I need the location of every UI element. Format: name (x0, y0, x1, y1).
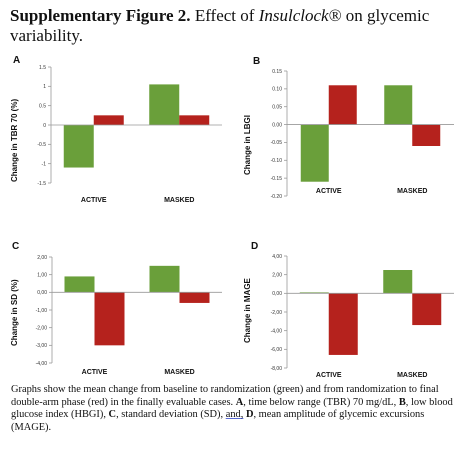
bar (149, 84, 180, 125)
y-tick-label: -4,00 (271, 328, 283, 334)
panel-d-chart: -8,00 -6,00 -4,00 -2,00 0,00 2,00 4,00 ACTIVE MA… (271, 254, 454, 379)
y-tick-label: -0.05 (271, 140, 283, 146)
chart-panel-c: C Change in SD (%) -4,00 -3,00 -2,00 -1,00 0… (8, 238, 230, 378)
bar (300, 124, 329, 182)
title-text-after: on glycemic variability. (10, 6, 430, 45)
bar (64, 276, 95, 293)
y-tick-label: 1,00 (37, 272, 47, 278)
title-product-name: Insulclock® (258, 6, 342, 25)
chart-panel-d: D Change in MAGE -8,00 -6,00 -4,00 -2,00 0,0… (240, 238, 462, 383)
y-tick-label: -1 (42, 161, 47, 167)
x-category-label: ACTIVE (316, 188, 342, 195)
x-category-label: MASKED (164, 197, 194, 204)
panel-c-letter: C (12, 241, 20, 252)
y-tick-label: -1,00 (36, 308, 48, 314)
x-category-label: ACTIVE (316, 372, 342, 379)
bar (384, 85, 413, 125)
panel-a-chart: -1.5 -1 -0.5 0 0.5 1 1.5 ACTIVE MASKED (37, 65, 222, 204)
chart-panel-b: B Change in LBGI -0.20 -0.15 -0.10 -0.05 0.0… (240, 55, 462, 205)
caption-letter-c: C (108, 409, 117, 421)
figure-title: Supplementary Figure 2. Effect of Insulc… (10, 6, 460, 46)
y-tick-label: 0.05 (272, 105, 282, 111)
caption-part: , time below range (TBR) 70 mg/dL, (243, 396, 399, 408)
caption-part: , standard deviation (SD), (116, 409, 226, 421)
bar (93, 115, 124, 125)
y-tick-label: -4,00 (36, 361, 48, 367)
y-tick-label: 1.5 (39, 65, 46, 71)
y-tick-label: 0.10 (272, 87, 282, 93)
y-tick-label: -0.5 (37, 142, 46, 148)
panel-a-y-axis-label: Change in TBR 70 (%) (10, 98, 19, 182)
title-text-before: Effect of (190, 6, 259, 25)
y-tick-label: 0.15 (272, 69, 282, 75)
y-tick-label: -0.10 (271, 158, 283, 164)
y-tick-label: 0,00 (272, 291, 282, 297)
y-tick-label: -3,00 (36, 343, 48, 349)
bar (412, 124, 441, 146)
caption-letter-d: D (245, 409, 254, 421)
bar (328, 85, 357, 125)
chart-panel-a: A Change in TBR 70 (%) -1.5 -1 -0.5 0 0.5 1 1.… (8, 55, 230, 205)
title-bold-prefix: Supplementary Figure 2. (10, 6, 191, 25)
caption-part: , low blood glucose index (HBGI), (11, 396, 453, 421)
caption-letter-a: A (235, 396, 244, 408)
panel-b-y-axis-label: Change in LBGI (243, 115, 252, 175)
y-tick-label: -0.15 (271, 176, 283, 182)
bar (383, 270, 413, 294)
caption-and: and, (225, 409, 244, 421)
x-category-label: MASKED (397, 188, 427, 195)
bar (149, 265, 180, 293)
bar (328, 293, 358, 355)
y-tick-label: -6,00 (271, 347, 283, 353)
y-tick-label: -0.20 (271, 194, 283, 200)
y-tick-label: 0 (43, 123, 46, 129)
y-tick-label: 2,00 (272, 272, 282, 278)
x-category-label: ACTIVE (81, 197, 107, 204)
panel-d-y-axis-label: Change in MAGE (243, 278, 252, 343)
y-tick-label: 4,00 (272, 254, 282, 260)
bar (179, 115, 210, 125)
caption-letter-b: B (398, 396, 406, 408)
y-tick-label: -8,00 (271, 366, 283, 372)
panel-b-chart: -0.20 -0.15 -0.10 -0.05 0.00 0.05 0.10 0.15 ACTI… (271, 69, 454, 200)
panel-c-chart: -4,00 -3,00 -2,00 -1,00 0,00 1,00 2,00 ACTIVE MA… (36, 255, 222, 376)
x-category-label: ACTIVE (82, 369, 108, 376)
bar (299, 292, 329, 294)
y-tick-label: -1.5 (37, 181, 46, 187)
y-tick-label: -2,00 (36, 325, 48, 331)
y-tick-label: 0,00 (37, 290, 47, 296)
panel-c-y-axis-label: Change in SD (%) (10, 279, 19, 346)
y-tick-label: -2,00 (271, 310, 283, 316)
y-tick-label: 0.5 (39, 103, 46, 109)
x-category-label: MASKED (164, 369, 194, 376)
y-tick-label: 1 (43, 84, 46, 90)
panel-b-letter: B (253, 56, 261, 67)
bar (94, 292, 125, 346)
caption-part: Graphs show the mean change from baselin… (11, 384, 439, 408)
y-tick-label: 0.00 (272, 122, 282, 128)
bar (63, 125, 94, 168)
panel-a-letter: A (13, 55, 21, 66)
bar (179, 292, 210, 303)
bar (412, 293, 442, 326)
panel-d-letter: D (251, 241, 259, 252)
figure-caption: Graphs show the mean change from baselin… (11, 384, 459, 434)
x-category-label: MASKED (397, 372, 427, 379)
y-tick-label: 2,00 (37, 255, 47, 261)
caption-part: , mean amplitude of glycemic excursions … (11, 409, 425, 433)
